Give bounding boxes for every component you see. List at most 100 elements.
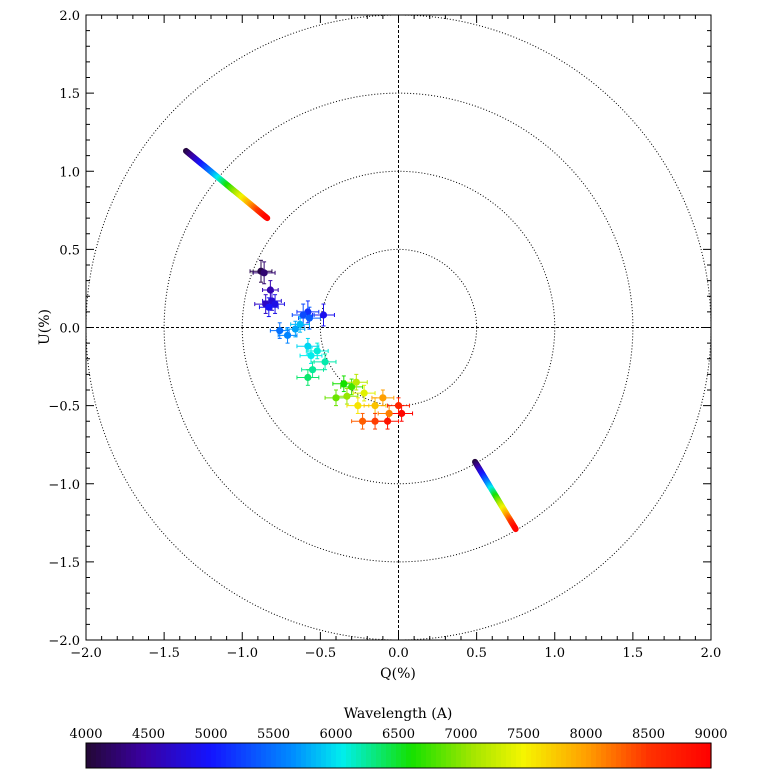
colorbar-segment <box>661 743 667 768</box>
colorbar-segment <box>546 743 552 768</box>
data-point <box>308 366 317 374</box>
colorbar-segment <box>471 743 477 768</box>
colorbar-segment <box>576 743 582 768</box>
errorbar-layer <box>249 259 414 430</box>
colorbar-segment <box>596 743 602 768</box>
colorbar-segment <box>231 743 237 768</box>
data-point <box>383 417 392 425</box>
colorbar-segment <box>556 743 562 768</box>
data-point <box>398 409 406 418</box>
colorbar-segment <box>341 743 347 768</box>
y-axis-title: U(%) <box>37 309 53 345</box>
x-tick-label: −1.5 <box>148 646 180 661</box>
data-point <box>304 373 312 382</box>
colorbar-segment <box>351 743 357 768</box>
data-point <box>332 394 340 402</box>
data-point <box>348 383 356 391</box>
colorbar-segment <box>101 743 107 768</box>
colorbar-segment <box>706 743 712 768</box>
colorbar-segment <box>206 743 212 768</box>
colorbar-segment <box>446 743 452 768</box>
colorbar-segment <box>131 743 137 768</box>
data-point <box>358 417 367 425</box>
colorbar-segment <box>621 743 627 768</box>
colorbar-segment <box>561 743 567 768</box>
colorbar-segment <box>586 743 592 768</box>
data-point <box>319 311 328 319</box>
colorbar-segment <box>501 743 507 768</box>
colorbar-tick-label: 7000 <box>444 727 477 742</box>
track-segment <box>512 524 519 533</box>
data-point <box>265 303 273 311</box>
colorbar-segment <box>606 743 612 768</box>
colorbar-segment <box>656 743 662 768</box>
y-tick-label: −1.0 <box>48 478 80 493</box>
x-tick-label: −2.0 <box>70 646 102 661</box>
colorbar-segment <box>281 743 287 768</box>
colorbar-segment <box>516 743 522 768</box>
colorbar-segment <box>91 743 97 768</box>
colorbar-segment <box>361 743 367 768</box>
colorbar-segment <box>431 743 437 768</box>
colorbar-tick-labels: 4000 4500 5000 5500 6000 6500 7000 7500 8000 8500… <box>69 727 727 742</box>
colorbar-segment <box>316 743 322 768</box>
colorbar-segment <box>381 743 387 768</box>
y-tick-label: 0.5 <box>59 243 80 258</box>
colorbar-segment <box>111 743 117 768</box>
colorbar-segment <box>186 743 192 768</box>
colorbar-segment <box>416 743 422 768</box>
colorbar-segment <box>486 743 492 768</box>
data-point <box>307 352 315 360</box>
y-tick-label: 1.0 <box>59 165 80 180</box>
colorbar-segment <box>286 743 292 768</box>
colorbar-segment <box>306 743 312 768</box>
colorbar-tick-label: 9000 <box>694 727 727 742</box>
data-point <box>379 394 387 402</box>
colorbar-segment <box>491 743 497 768</box>
colorbar-segment <box>646 743 652 768</box>
colorbar-segment <box>531 743 537 768</box>
x-tick-label: 0.5 <box>466 646 487 661</box>
colorbar-segment <box>691 743 697 768</box>
colorbar-segment <box>601 743 607 768</box>
colorbar-segment <box>106 743 112 768</box>
x-tick-label: −0.5 <box>305 646 337 661</box>
colorbar <box>85 742 712 769</box>
colorbar-segment <box>201 743 207 768</box>
colorbar-tick-label: 4500 <box>132 727 165 742</box>
colorbar-segment <box>696 743 702 768</box>
data-point <box>340 380 348 388</box>
colorbar-segment <box>666 743 672 768</box>
colorbar-segment <box>86 743 92 768</box>
data-point <box>321 358 329 366</box>
colorbar-segment <box>386 743 392 768</box>
x-tick-labels: −2.0 −1.5 −1.0 −0.5 0.0 0.5 1.0 1.5 2.0 <box>70 646 721 661</box>
colorbar-segment <box>506 743 512 768</box>
data-point <box>305 314 314 322</box>
colorbar-segment <box>641 743 647 768</box>
colorbar-segment <box>116 743 122 768</box>
y-tick-label: −0.5 <box>48 400 80 415</box>
y-tick-label: −1.5 <box>48 556 80 571</box>
data-point <box>352 378 360 386</box>
colorbar-segment <box>141 743 147 768</box>
colorbar-tick-label: 4000 <box>69 727 102 742</box>
colorbar-segment <box>511 743 517 768</box>
colorbar-segment <box>211 743 217 768</box>
point-layer <box>257 267 406 425</box>
x-tick-label: 2.0 <box>701 646 722 661</box>
colorbar-segment <box>631 743 637 768</box>
colorbar-segment <box>611 743 617 768</box>
colorbar-segment <box>246 743 252 768</box>
colorbar-segment <box>311 743 317 768</box>
track-lower-right <box>472 458 519 533</box>
colorbar-segment <box>451 743 457 768</box>
colorbar-segment <box>336 743 342 768</box>
data-point <box>385 409 393 418</box>
colorbar-segment <box>441 743 447 768</box>
x-tick-label: −1.0 <box>226 646 258 661</box>
colorbar-segment <box>411 743 417 768</box>
colorbar-segment <box>681 743 687 768</box>
y-tick-label: 2.0 <box>59 9 80 24</box>
